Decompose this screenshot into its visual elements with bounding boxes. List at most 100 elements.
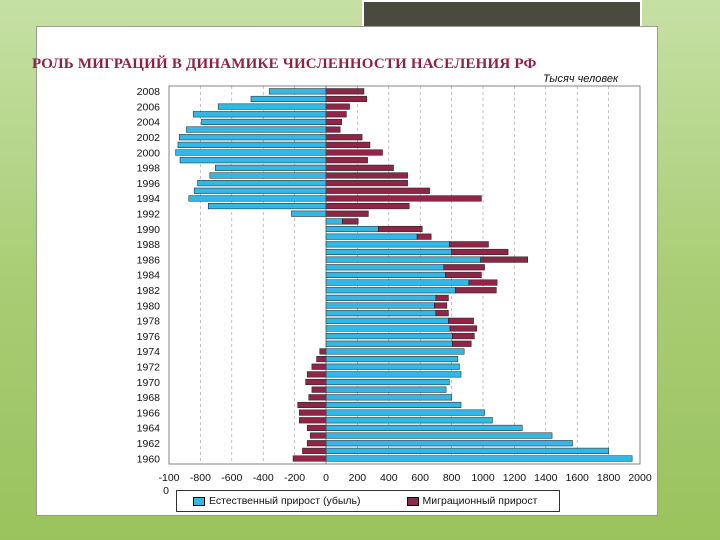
- bar-natural-growth: [325, 241, 450, 248]
- x-tick-label: 0: [323, 472, 329, 484]
- axes: -100 -800 -600 -400 -200 0 200 400 600 800 1000 120…: [137, 85, 652, 484]
- bar-migration-growth: [292, 455, 327, 462]
- bar-migration-growth: [325, 157, 368, 164]
- bar-migration-growth: [448, 241, 489, 248]
- bar-migration-growth: [299, 417, 327, 424]
- bar-natural-growth: [325, 440, 573, 447]
- x-tick-label: -800: [190, 472, 211, 484]
- bar-migration-growth: [443, 264, 485, 271]
- y-tick-label: 1980: [137, 300, 161, 312]
- bar-natural-growth: [325, 424, 523, 431]
- bar-migration-growth: [325, 111, 347, 118]
- x-tick-label: 1800: [597, 472, 621, 484]
- bar-migration-growth: [451, 248, 509, 256]
- y-tick-label: 1990: [137, 224, 161, 236]
- y-tick-label: 1966: [137, 407, 161, 419]
- legend-item-migration: Миграционный прирост: [391, 495, 537, 507]
- bar-natural-growth: [208, 203, 327, 210]
- bar-migration-growth: [306, 371, 327, 378]
- bar-natural-growth: [188, 195, 327, 202]
- bar-migration-growth: [316, 356, 327, 363]
- bar-natural-growth: [325, 310, 437, 317]
- bar-migration-growth: [311, 386, 327, 393]
- chart-title: РОЛЬ МИГРАЦИЙ В ДИНАМИКЕ ЧИСЛЕННОСТИ НАС…: [32, 56, 537, 72]
- bar-migration-growth: [325, 88, 365, 95]
- y-tick-label: 1962: [137, 438, 161, 450]
- bar-migration-growth: [325, 164, 394, 171]
- x-tick-label: 400: [380, 472, 398, 484]
- x-tick-label: -200: [284, 472, 305, 484]
- bar-natural-growth: [325, 302, 435, 309]
- bar-natural-growth: [325, 363, 460, 370]
- x-tick-label: 1000: [471, 472, 495, 484]
- bar-migration-growth: [445, 271, 482, 278]
- x-tick-label: 1200: [503, 472, 527, 484]
- bar-natural-growth: [325, 371, 462, 378]
- bar-natural-growth: [325, 287, 456, 294]
- bar-migration-growth: [325, 195, 482, 202]
- chart-legend: Естественный прирост (убыль) Миграционны…: [176, 490, 560, 512]
- bar-natural-growth: [325, 317, 449, 324]
- legend-item-natural: Естественный прирост (убыль): [177, 495, 361, 507]
- x-tick-label: 800: [443, 472, 461, 484]
- bar-migration-growth: [325, 134, 363, 141]
- y-tick-label: 1994: [137, 193, 161, 205]
- bar-migration-growth: [449, 325, 477, 332]
- units-label: Тысяч человек: [543, 73, 619, 85]
- bar-migration-growth: [435, 294, 449, 301]
- bar-natural-growth: [325, 348, 465, 355]
- bar-migration-growth: [305, 378, 327, 386]
- bar-migration-growth: [325, 203, 410, 210]
- bar-natural-growth: [291, 210, 327, 217]
- bar-migration-growth: [297, 401, 327, 409]
- bar-migration-growth: [325, 95, 368, 103]
- bar-natural-growth: [250, 95, 327, 103]
- bar-natural-growth: [193, 187, 327, 194]
- bar-migration-growth: [302, 447, 327, 454]
- axis-zero-marker: 0: [163, 485, 169, 497]
- x-tick-label: 1400: [534, 472, 558, 484]
- bar-natural-growth: [325, 401, 462, 409]
- bar-natural-growth: [325, 325, 451, 332]
- y-tick-label: 1992: [137, 209, 161, 221]
- legend-swatch-migration: [406, 496, 419, 506]
- bar-natural-growth: [325, 386, 447, 393]
- bar-natural-growth: [325, 447, 609, 454]
- bar-natural-growth: [201, 118, 327, 125]
- bar-migration-growth: [299, 409, 327, 416]
- bar-natural-growth: [325, 225, 379, 233]
- bar-migration-growth: [416, 233, 432, 240]
- bar-migration-growth: [310, 432, 327, 439]
- bar-natural-growth: [325, 271, 446, 278]
- y-tick-label: 1964: [137, 423, 161, 435]
- bar-migration-growth: [325, 149, 383, 156]
- bar-migration-growth: [435, 310, 449, 317]
- bar-migration-growth: [480, 256, 528, 263]
- legend-swatch-natural: [193, 496, 205, 506]
- bar-natural-growth: [325, 432, 553, 439]
- x-tick-label: 1600: [566, 472, 590, 484]
- bar-migration-growth: [325, 187, 430, 194]
- bar-natural-growth: [186, 126, 327, 133]
- y-tick-label: 2004: [137, 117, 161, 129]
- y-tick-label: 1970: [137, 377, 161, 389]
- x-tick-label: -600: [221, 472, 242, 484]
- x-tick-label: 2000: [628, 472, 652, 484]
- y-tick-label: 1972: [137, 362, 161, 374]
- y-tick-label: 1974: [137, 346, 161, 358]
- y-tick-label: 1986: [137, 254, 161, 266]
- y-tick-label: 2002: [137, 132, 161, 144]
- bar-migration-growth: [325, 172, 408, 179]
- bar-natural-growth: [325, 264, 444, 271]
- bar-natural-growth: [325, 378, 450, 386]
- bar-natural-growth: [179, 157, 327, 164]
- y-tick-label: 1978: [137, 316, 161, 328]
- bar-migration-growth: [455, 287, 497, 294]
- y-tick-label: 1960: [137, 453, 161, 465]
- bar-migration-growth: [308, 394, 327, 401]
- x-tick-label: -400: [253, 472, 274, 484]
- x-tick-label: 600: [411, 472, 429, 484]
- bar-natural-growth: [325, 417, 493, 424]
- bar-natural-growth: [325, 279, 470, 286]
